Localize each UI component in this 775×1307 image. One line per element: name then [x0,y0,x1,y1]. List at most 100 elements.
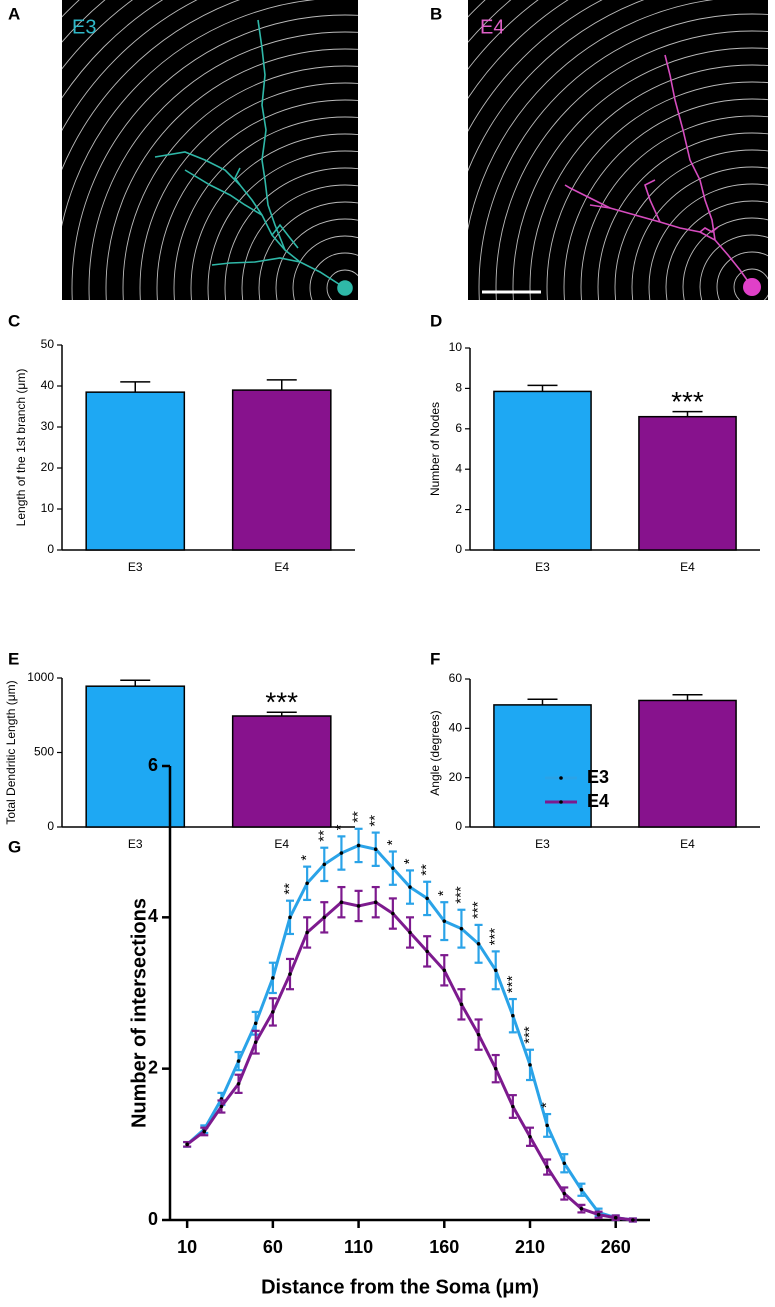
ring [563,98,768,300]
y-tick-label: 6 [455,421,462,435]
point [545,1165,549,1169]
y-tick-label: 0 [455,819,462,833]
panel-letter: D [430,311,442,330]
y-tick-label: 20 [449,770,463,784]
point [476,942,481,946]
significance: * [298,855,315,861]
point [493,1066,498,1071]
x-tick-label: 110 [344,1237,373,1257]
x-tick-label: 210 [515,1237,545,1257]
y-tick-label: 0 [455,542,462,556]
y-tick-label: 10 [41,501,55,515]
ring [597,132,768,300]
x-tick-label: 260 [601,1237,631,1257]
y-tick-label: 2 [148,1057,158,1077]
point [493,968,498,973]
significance: * [384,840,401,846]
ring [665,200,768,300]
x-tick-label: 10 [177,1237,197,1257]
y-axis-label: Angle (degrees) [428,710,442,795]
x-tick-label: E4 [274,837,289,851]
point [408,885,412,889]
ring [258,201,358,300]
point [305,881,309,886]
ring [292,235,358,300]
x-tick-label: E4 [680,560,695,574]
x-tick-label: E4 [680,837,695,851]
point [579,1206,584,1211]
ring [71,14,358,300]
bar [231,715,332,828]
y-tick-label: 6 [148,755,158,775]
y-tick-label: 40 [41,378,55,392]
image-a [62,0,358,300]
y-tick-label: 0 [47,542,54,556]
y-tick-label: 30 [41,419,55,433]
y-axis-label: Number of intersections [128,898,150,1128]
bar [85,391,186,551]
point [253,1021,258,1026]
x-tick-label: E3 [535,560,550,574]
x-tick-label: E3 [128,837,143,851]
significance: ** [418,864,435,876]
ring [139,82,358,300]
legend-dot [559,800,563,804]
ring [614,149,768,300]
ring [529,64,768,300]
panel-letter: A [8,4,20,23]
ring [326,269,358,300]
legend-dot [559,776,563,780]
ring [699,234,768,300]
ring [546,81,768,300]
point [288,915,292,920]
x-tick-label: E3 [535,837,550,851]
point [596,1212,601,1217]
neuron-e4 [564,54,761,296]
y-tick-label: 10 [449,340,463,354]
y-tick-label: 4 [148,906,158,926]
panel-letter: F [430,649,440,668]
image-label: E3 [72,16,96,38]
point [562,1161,567,1166]
point [391,866,395,870]
point [322,862,327,867]
bar [85,685,186,828]
significance: *** [265,687,298,718]
y-tick-label: 40 [449,721,463,735]
y-axis-label: Total Dendritic Length (μm) [4,680,18,824]
point [459,926,464,931]
y-axis-label: Number of Nodes [428,402,442,496]
point [476,1032,481,1037]
y-tick-label: 8 [455,381,462,395]
significance: *** [504,975,521,993]
ring [275,218,358,300]
significance: * [401,858,418,864]
ring [207,150,358,300]
point [288,972,292,976]
ring [122,65,358,300]
point [236,1082,241,1086]
x-tick-label: E4 [274,560,289,574]
legend-label: E4 [587,791,609,811]
y-tick-label: 2 [455,502,462,516]
point [545,1123,549,1128]
point [631,1218,635,1222]
y-tick-label: 4 [455,461,462,475]
x-tick-label: E3 [128,560,143,574]
point [511,1013,515,1018]
point [339,851,344,855]
ring [478,13,768,300]
point [511,1104,515,1109]
point [219,1104,224,1109]
legend-label: E3 [587,767,609,787]
ring [512,47,768,300]
point [356,843,361,848]
point [613,1215,618,1220]
point [391,911,395,916]
significance: ** [350,811,367,823]
ring [495,30,768,300]
point [528,1063,532,1067]
point [202,1129,207,1134]
significance: *** [521,1026,538,1044]
